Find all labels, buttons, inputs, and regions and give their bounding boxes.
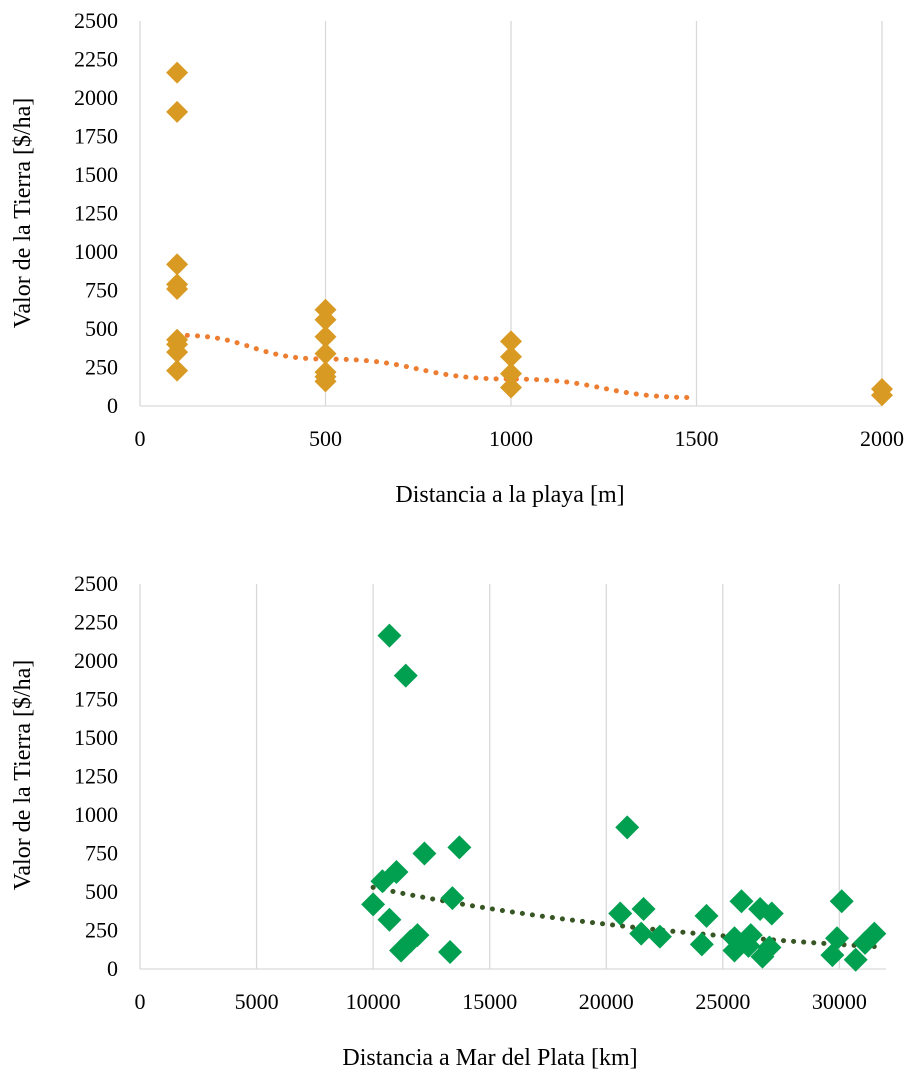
chart-1-x-tick-label: 500 — [309, 426, 342, 451]
chart-2-data-point — [438, 940, 463, 965]
chart-2-y-tick-label: 250 — [85, 918, 118, 943]
chart-2-data-point — [629, 921, 654, 946]
chart-1-data-point — [500, 362, 522, 385]
chart-2-y-tick-label: 2500 — [74, 571, 118, 596]
chart-2-x-ticks: 0 5000 10000 15000 20000 25000 30000 — [135, 989, 867, 1014]
chart-2-points — [361, 623, 887, 972]
chart-2-y-tick-label: 1750 — [74, 687, 118, 712]
chart-1-y-tick-label: 500 — [85, 316, 118, 341]
chart-2-y-tick-label: 1000 — [74, 802, 118, 827]
chart-2-data-point — [389, 938, 414, 963]
chart-2-data-point — [447, 835, 472, 860]
chart-2-x-tick-label: 5000 — [235, 989, 279, 1014]
chart-1-y-axis-title: Valor de la Tierra [$/ha] — [10, 98, 36, 329]
chart-1-grid — [139, 21, 883, 407]
chart-2-x-tick-label: 10000 — [346, 989, 401, 1014]
chart-1-data-point — [166, 341, 189, 364]
chart-1-data-point — [166, 61, 189, 84]
chart-2-data-point — [440, 886, 465, 911]
chart-2-data-point — [759, 901, 784, 926]
chart-1-data-point — [500, 376, 522, 399]
chart-2-x-axis-title: Distancia a Mar del Plata [km] — [342, 1045, 637, 1071]
chart-1-data-point — [871, 384, 893, 407]
chart-2-data-point — [608, 901, 633, 926]
chart-1-data-point — [314, 370, 337, 393]
chart-1-data-point — [166, 277, 189, 300]
chart-1-y-tick-label: 250 — [85, 355, 118, 380]
chart-1-x-ticks: 0 500 1000 1500 2000 — [135, 426, 905, 451]
chart-2-data-point — [361, 892, 386, 917]
chart-2-x-tick-label: 30000 — [812, 989, 867, 1014]
chart-2-trendline — [370, 884, 880, 950]
chart-1-points — [166, 61, 893, 407]
chart-2-data-point — [694, 903, 719, 928]
chart-beach-distance: 0 250 500 750 1000 1250 1500 1750 2000 2250 2500 0… — [10, 8, 904, 508]
chart-1-x-tick-label: 2000 — [860, 426, 904, 451]
chart-2-data-point — [862, 921, 887, 946]
chart-2-y-tick-label: 750 — [85, 841, 118, 866]
chart-2-y-tick-label: 500 — [85, 879, 118, 904]
chart-2-y-axis-title: Valor de la Tierra [$/ha] — [10, 660, 36, 891]
chart-1-x-tick-label: 0 — [135, 426, 146, 451]
chart-2-data-point — [820, 943, 845, 968]
chart-2-y-tick-label: 2250 — [74, 610, 118, 635]
chart-1-data-point — [166, 253, 189, 276]
chart-2-data-point — [631, 896, 656, 921]
chart-1-x-tick-label: 1500 — [675, 426, 719, 451]
chart-1-x-tick-label: 1000 — [489, 426, 533, 451]
chart-1-data-point — [166, 100, 189, 123]
chart-2-x-tick-label: 15000 — [462, 989, 517, 1014]
chart-2-data-point — [757, 935, 782, 960]
chart-2-y-ticks: 0 250 500 750 1000 1250 1500 1750 2000 2250 2500 — [74, 571, 118, 981]
chart-2-data-point — [729, 889, 754, 914]
chart-2-y-tick-label: 2000 — [74, 648, 118, 673]
chart-2-data-point — [843, 947, 868, 972]
chart-2-x-tick-label: 0 — [135, 989, 146, 1014]
chart-1-y-ticks: 0 250 500 750 1000 1250 1500 1750 2000 2250 2500 — [74, 8, 118, 418]
chart-2-data-point — [393, 663, 418, 688]
chart-1-y-tick-label: 1750 — [74, 124, 118, 149]
chart-2-data-point — [825, 926, 850, 951]
chart-1-x-axis-title: Distancia a la playa [m] — [395, 482, 624, 508]
chart-1-data-point — [500, 345, 522, 368]
chart-mdp-distance: 0 250 500 750 1000 1250 1500 1750 2000 2250 2500 0… — [10, 571, 887, 1071]
chart-2-y-tick-label: 0 — [107, 956, 118, 981]
chart-2-data-point — [689, 932, 714, 957]
chart-1-data-point — [166, 359, 189, 382]
chart-1-y-tick-label: 2000 — [74, 85, 118, 110]
chart-1-y-tick-label: 1500 — [74, 162, 118, 187]
chart-2-data-point — [377, 623, 402, 648]
chart-1-y-tick-label: 750 — [85, 278, 118, 303]
chart-1-y-tick-label: 1000 — [74, 239, 118, 264]
chart-2-data-point — [829, 889, 854, 914]
chart-2-data-point — [412, 841, 437, 866]
chart-1-trendline — [174, 332, 699, 401]
chart-1-data-point — [314, 325, 337, 348]
chart-2-x-tick-label: 20000 — [579, 989, 634, 1014]
chart-1-y-tick-label: 2500 — [74, 8, 118, 33]
chart-1-y-tick-label: 1250 — [74, 201, 118, 226]
chart-1-data-point — [314, 308, 337, 331]
chart-2-y-tick-label: 1250 — [74, 764, 118, 789]
chart-2-y-tick-label: 1500 — [74, 725, 118, 750]
chart-1-data-point — [314, 342, 337, 365]
chart-1-y-tick-label: 0 — [107, 393, 118, 418]
chart-2-data-point — [370, 869, 395, 894]
chart-1-data-point — [500, 330, 522, 353]
chart-1-trendline-path — [174, 332, 699, 401]
chart-1-y-tick-label: 2250 — [74, 47, 118, 72]
chart-2-data-point — [377, 907, 402, 932]
chart-2-data-point — [615, 815, 640, 840]
chart-2-data-point — [736, 933, 761, 958]
chart-2-data-point — [647, 924, 672, 949]
chart-2-x-tick-label: 25000 — [695, 989, 750, 1014]
chart-2-trendline-path — [370, 884, 880, 950]
